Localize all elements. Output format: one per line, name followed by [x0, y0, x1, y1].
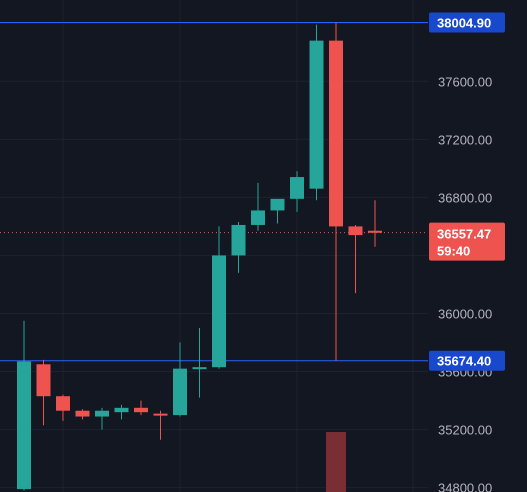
candle-body — [173, 368, 187, 416]
candle-body — [17, 361, 31, 490]
price-tick-label: 37200.00 — [438, 132, 492, 147]
candle-body — [134, 407, 148, 413]
candle-up — [251, 182, 265, 231]
candle-down — [153, 410, 168, 440]
lower-level-tag — [429, 350, 505, 371]
price-tick-label: 35200.00 — [438, 423, 492, 438]
candle-body — [309, 40, 324, 189]
candle-body — [368, 230, 382, 233]
candle-up — [192, 328, 207, 398]
upper-level-tag-label: 38004.90 — [437, 16, 491, 31]
candle-up — [17, 320, 31, 491]
candle-down — [348, 224, 363, 294]
volume-bar — [326, 432, 346, 492]
candle-up — [270, 198, 285, 224]
candle-body — [212, 255, 226, 368]
last-price-label: 36557.47 — [437, 227, 491, 242]
candle-down — [368, 200, 382, 247]
candle-up — [95, 407, 109, 430]
candle-body — [56, 396, 70, 411]
price-tags: 38004.90 35674.40 36557.47 59:40 — [429, 12, 505, 371]
candle-body — [192, 367, 207, 370]
candle-up — [231, 222, 246, 273]
candle-body — [114, 407, 129, 413]
candle-body — [329, 40, 343, 227]
candle-up — [114, 404, 129, 420]
candle-body — [36, 364, 51, 397]
candle-countdown: 59:40 — [437, 244, 470, 259]
candle-down — [329, 22, 343, 361]
candle-down — [75, 409, 90, 420]
candle-body — [231, 224, 246, 256]
candle-body — [153, 413, 168, 416]
candle-down — [134, 400, 148, 416]
upper-level-tag — [429, 12, 505, 33]
price-tick-label: 37600.00 — [438, 74, 492, 89]
candle-layer — [17, 22, 382, 491]
candle-body — [290, 177, 304, 199]
lower-level-tag-label: 35674.40 — [437, 354, 491, 369]
candle-body — [75, 410, 90, 417]
candle-body — [348, 226, 363, 236]
candle-down — [56, 394, 70, 421]
candle-body — [95, 410, 109, 417]
candle-up — [173, 342, 187, 417]
candle-body — [270, 198, 285, 211]
candle-body — [251, 210, 265, 225]
last-price-tag — [429, 222, 505, 261]
candle-up — [309, 24, 324, 201]
candle-up — [212, 226, 226, 369]
grid-layer — [0, 0, 428, 492]
price-tick-label: 36000.00 — [438, 306, 492, 321]
price-tick-label: 36800.00 — [438, 190, 492, 205]
candle-down — [36, 359, 51, 426]
candle-up — [290, 171, 304, 212]
price-tick-label: 34800.00 — [438, 481, 492, 492]
volume-layer — [326, 432, 346, 492]
